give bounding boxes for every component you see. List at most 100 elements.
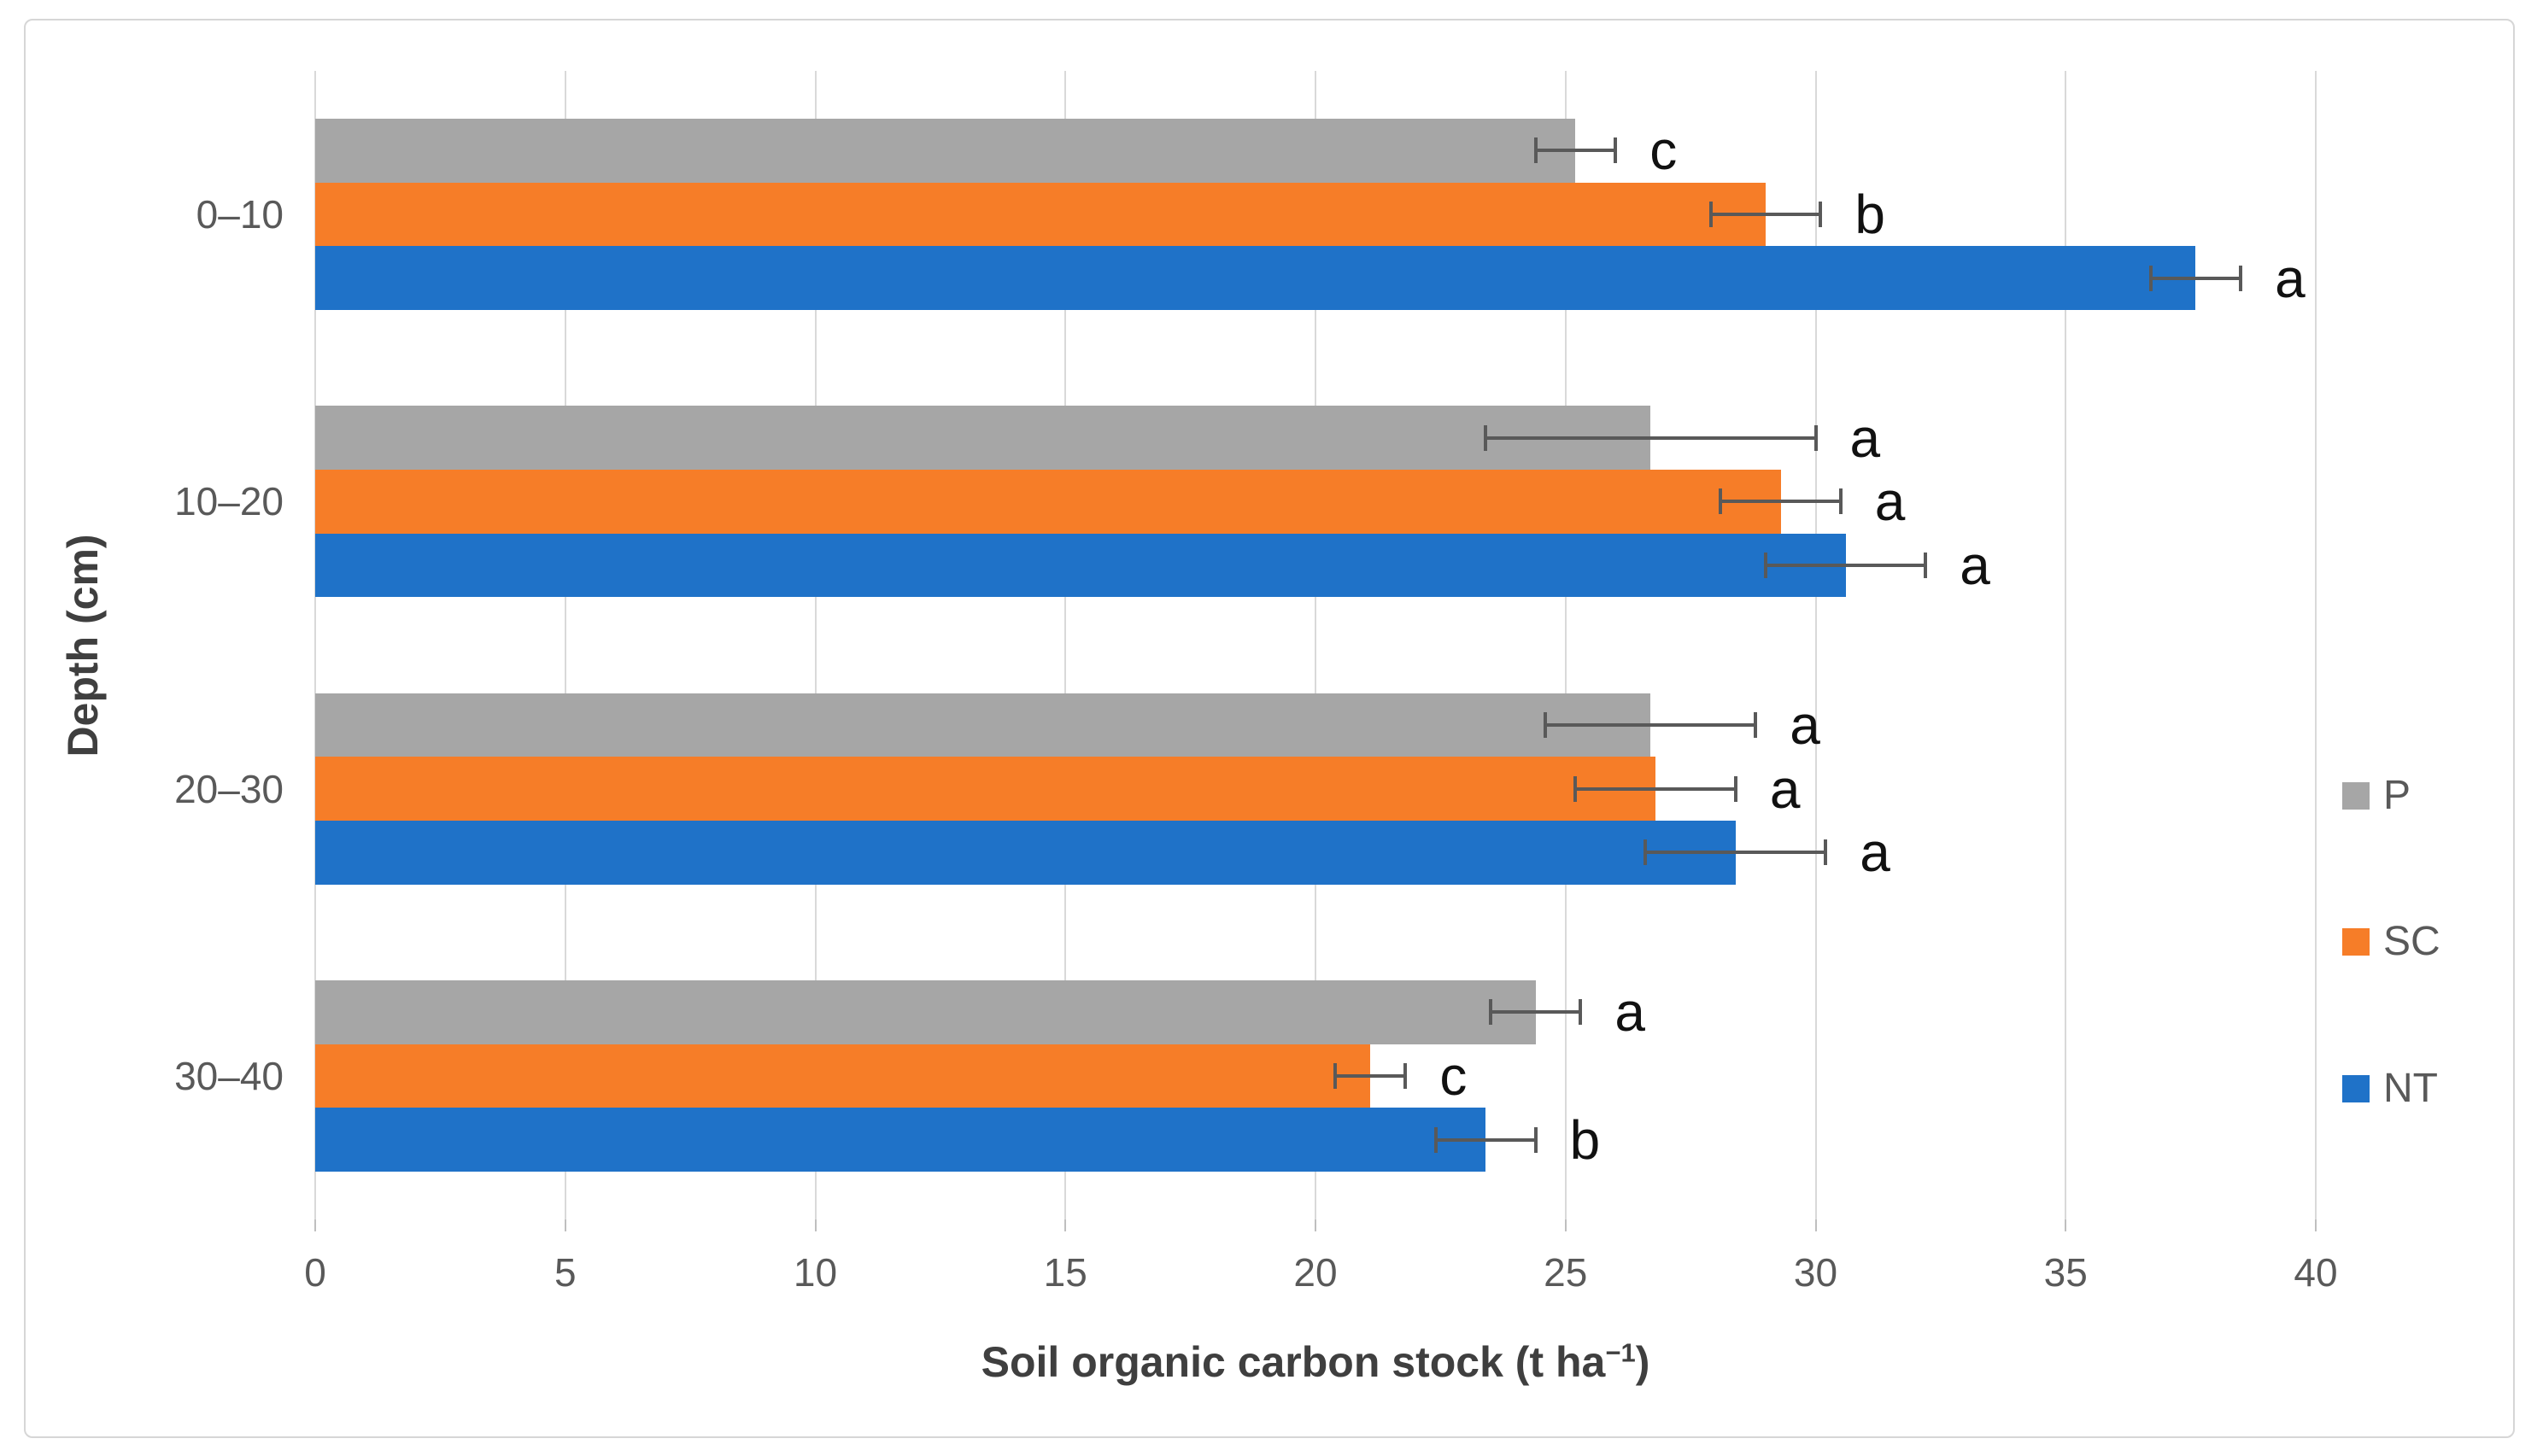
error-bar-P-20–30 [1545,722,1756,727]
x-axis-title-text: Soil organic carbon stock (t ha [981,1338,1606,1386]
category-label-20–30: 20–30 [174,766,284,811]
significance-letter-NT-0–10: a [2275,247,2306,309]
error-bar-NT-30–40 [1435,1137,1536,1142]
legend-label-SC: SC [2383,919,2440,964]
tick-mark-x-25 [1564,1219,1567,1231]
tick-mark-x-35 [2065,1219,2067,1231]
bar-P-20–30 [315,693,1651,757]
significance-letter-NT-10–20: a [1960,535,1990,597]
bar-NT-20–30 [315,820,1736,885]
bar-P-0–10 [315,119,1576,183]
gridline-x-25 [1564,71,1567,1219]
legend-label-P: P [2383,773,2411,818]
x-axis-title-close: ) [1635,1338,1650,1386]
gridline-x-0 [314,71,316,1219]
bar-NT-0–10 [315,246,2196,311]
tick-mark-x-0 [314,1219,316,1231]
bar-NT-30–40 [315,1108,1486,1172]
significance-letter-SC-20–30: a [1769,757,1801,820]
legend-swatch-NT [2342,1075,2370,1102]
error-bar-SC-10–20 [1720,500,1841,504]
tick-mark-x-10 [814,1219,817,1231]
category-label-30–40: 30–40 [174,1053,284,1098]
gridline-x-10 [814,71,817,1219]
tick-mark-x-15 [1064,1219,1067,1231]
gridline-x-40 [2315,71,2317,1219]
error-bar-P-30–40 [1490,1010,1581,1015]
error-cap-right-SC-0–10 [1819,202,1823,228]
error-cap-left-NT-20–30 [1643,839,1648,866]
error-cap-right-P-0–10 [1614,137,1618,164]
x-tick-label-20: 20 [1293,1250,1338,1295]
x-tick-label-35: 35 [2043,1250,2088,1295]
bar-NT-10–20 [315,533,1846,598]
error-bar-SC-20–30 [1575,786,1736,791]
error-cap-left-P-10–20 [1484,424,1488,451]
legend-item-P: P [2342,774,2411,818]
error-bar-NT-0–10 [2150,276,2241,280]
x-tick-label-40: 40 [2294,1250,2338,1295]
error-cap-left-NT-0–10 [2148,265,2153,291]
bar-P-30–40 [315,979,1536,1044]
error-bar-P-0–10 [1535,149,1616,153]
gridline-x-15 [1064,71,1067,1219]
error-cap-right-SC-10–20 [1838,488,1843,515]
error-cap-left-P-30–40 [1488,999,1492,1026]
error-bar-P-10–20 [1485,436,1816,440]
significance-letter-SC-10–20: a [1874,471,1906,533]
error-cap-left-SC-0–10 [1708,202,1713,228]
legend-item-SC: SC [2342,920,2440,964]
x-tick-label-5: 5 [554,1250,577,1295]
x-axis-title-superscript: −1 [1605,1337,1636,1368]
error-bar-SC-30–40 [1335,1073,1406,1078]
significance-letter-NT-20–30: a [1860,822,1890,884]
error-cap-right-P-10–20 [1813,424,1818,451]
error-cap-left-SC-20–30 [1573,775,1578,802]
x-tick-label-0: 0 [304,1250,326,1295]
tick-mark-x-30 [1814,1219,1817,1231]
bar-SC-0–10 [315,182,1766,247]
error-cap-left-NT-10–20 [1763,553,1767,579]
bar-SC-10–20 [315,470,1781,534]
bar-SC-20–30 [315,757,1656,821]
tick-mark-x-40 [2315,1219,2317,1231]
x-tick-label-15: 15 [1043,1250,1087,1295]
gridline-x-20 [1315,71,1316,1219]
category-label-10–20: 10–20 [174,479,284,524]
gridline-x-30 [1814,71,1817,1219]
error-cap-left-P-0–10 [1533,137,1538,164]
bar-P-10–20 [315,406,1651,470]
error-cap-right-NT-20–30 [1824,839,1828,866]
significance-letter-NT-30–40: b [1569,1108,1601,1171]
legend-label-NT: NT [2383,1066,2438,1111]
x-axis-title: Soil organic carbon stock (t ha−1) [803,1337,1828,1387]
legend-item-NT: NT [2342,1067,2438,1111]
error-cap-right-NT-0–10 [2239,265,2243,291]
error-cap-right-NT-30–40 [1533,1126,1538,1153]
significance-letter-SC-0–10: b [1854,184,1885,246]
legend-swatch-SC [2342,928,2370,956]
error-cap-right-SC-30–40 [1403,1062,1408,1089]
error-bar-NT-20–30 [1645,851,1826,855]
significance-letter-SC-30–40: c [1439,1044,1468,1107]
gridline-x-35 [2065,71,2067,1219]
error-cap-right-NT-10–20 [1924,553,1928,579]
tick-mark-x-5 [564,1219,566,1231]
error-cap-right-P-20–30 [1754,711,1758,738]
significance-letter-P-0–10: c [1649,120,1678,182]
x-tick-label-10: 10 [793,1250,838,1295]
x-tick-label-30: 30 [1793,1250,1838,1295]
tick-mark-x-20 [1315,1219,1316,1231]
error-cap-left-P-20–30 [1544,711,1548,738]
legend-swatch-P [2342,782,2370,810]
error-cap-right-P-30–40 [1579,999,1583,1026]
gridline-x-5 [564,71,566,1219]
error-cap-left-SC-10–20 [1719,488,1723,515]
error-cap-left-NT-30–40 [1433,1126,1438,1153]
category-label-0–10: 0–10 [196,192,284,237]
significance-letter-P-20–30: a [1790,693,1820,756]
bar-SC-30–40 [315,1044,1371,1108]
error-cap-right-SC-20–30 [1733,775,1737,802]
